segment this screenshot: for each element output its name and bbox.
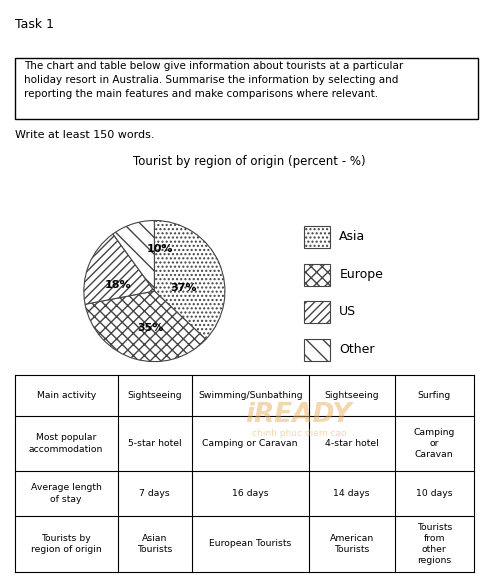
Text: US: US (339, 305, 357, 318)
Text: 18%: 18% (105, 280, 131, 290)
Bar (304, 301, 330, 323)
Bar (304, 264, 330, 286)
Text: 7 days: 7 days (139, 489, 170, 498)
Text: Swimming/Sunbathing: Swimming/Sunbathing (198, 391, 302, 400)
Text: 35%: 35% (137, 323, 164, 333)
Text: Tourists
from
other
regions: Tourists from other regions (416, 523, 452, 565)
Text: 10%: 10% (147, 243, 173, 254)
Text: Main activity: Main activity (36, 391, 96, 400)
Text: 5-star hotel: 5-star hotel (128, 439, 181, 448)
Text: Camping
or
Caravan: Camping or Caravan (413, 428, 455, 459)
Text: Camping or Caravan: Camping or Caravan (203, 439, 298, 448)
Text: Task 1: Task 1 (15, 18, 54, 31)
Text: Asia: Asia (339, 230, 366, 243)
Bar (304, 339, 330, 361)
Wedge shape (85, 291, 206, 362)
FancyBboxPatch shape (15, 58, 479, 119)
Text: iREADY: iREADY (246, 402, 352, 427)
Wedge shape (113, 220, 154, 291)
Text: 16 days: 16 days (232, 489, 268, 498)
Text: Tourists by
region of origin: Tourists by region of origin (31, 534, 102, 554)
Wedge shape (154, 220, 225, 339)
Wedge shape (84, 234, 154, 304)
Bar (304, 226, 330, 249)
Text: Most popular
accommodation: Most popular accommodation (29, 433, 103, 453)
Text: 10 days: 10 days (416, 489, 453, 498)
Text: Surfing: Surfing (418, 391, 451, 400)
Text: 37%: 37% (171, 282, 197, 293)
Text: chinh phuc diem cao: chinh phuc diem cao (251, 429, 346, 439)
Text: Other: Other (339, 343, 375, 356)
Text: Tourist by region of origin (percent - %): Tourist by region of origin (percent - %… (132, 155, 366, 168)
Text: Sightseeing: Sightseeing (127, 391, 182, 400)
Text: The chart and table below give information about tourists at a particular
holida: The chart and table below give informati… (24, 61, 403, 99)
Text: Europe: Europe (339, 268, 383, 280)
Text: Write at least 150 words.: Write at least 150 words. (15, 131, 154, 141)
Text: Asian
Tourists: Asian Tourists (137, 534, 172, 554)
Text: American
Tourists: American Tourists (330, 534, 374, 554)
Text: Average length
of stay: Average length of stay (31, 483, 102, 503)
Text: 14 days: 14 days (334, 489, 370, 498)
Text: European Tourists: European Tourists (209, 539, 291, 549)
Text: 4-star hotel: 4-star hotel (325, 439, 378, 448)
Text: Sightseeing: Sightseeing (325, 391, 379, 400)
